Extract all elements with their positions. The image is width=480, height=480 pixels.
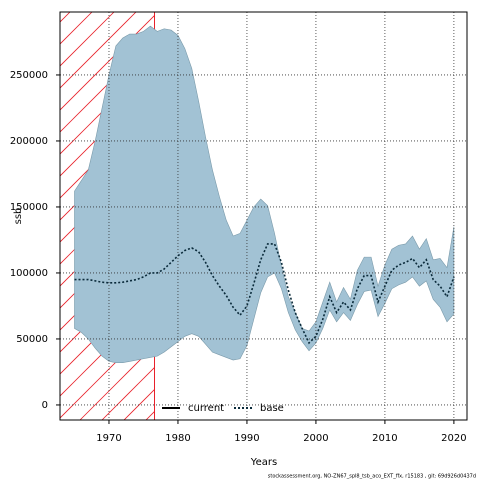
y-tick-label: 150000 bbox=[10, 202, 48, 213]
hatch-line bbox=[60, 14, 155, 111]
y-tick-label: 250000 bbox=[10, 70, 48, 81]
x-tick-label: 2020 bbox=[441, 433, 466, 444]
hatch-line bbox=[322, 12, 480, 420]
legend-label: base bbox=[260, 403, 284, 414]
x-tick-label: 1970 bbox=[96, 433, 121, 444]
hatch-line bbox=[60, 12, 137, 89]
x-tick-label: 1980 bbox=[165, 433, 190, 444]
hatch-line bbox=[278, 12, 480, 420]
hatch-line bbox=[410, 12, 480, 420]
x-tick-label: 2000 bbox=[303, 433, 328, 444]
x-axis-label: Years bbox=[250, 457, 277, 468]
hatch-line bbox=[432, 12, 480, 420]
hatch-line bbox=[366, 12, 480, 420]
hatch-line bbox=[300, 12, 480, 420]
y-axis-label: ssb bbox=[13, 208, 24, 225]
x-tick-label: 2010 bbox=[372, 433, 397, 444]
hatch-line bbox=[60, 278, 155, 375]
hatch-line bbox=[60, 124, 155, 221]
y-tick-label: 100000 bbox=[10, 268, 48, 279]
hatch-line bbox=[476, 12, 480, 420]
series-line bbox=[74, 243, 455, 345]
hatch-line bbox=[256, 12, 480, 420]
y-tick-label: 0 bbox=[42, 400, 48, 411]
hatch-line bbox=[344, 12, 480, 420]
footer: stockassessment.org, NO-ZN67_spl8_tsb_ac… bbox=[268, 474, 476, 480]
confidence-band bbox=[74, 25, 455, 364]
hatch-line bbox=[234, 12, 480, 420]
plot-frame bbox=[59, 11, 468, 421]
y-tick-label: 50000 bbox=[16, 334, 48, 345]
y-tick-label: 200000 bbox=[10, 136, 48, 147]
x-tick-label: 1990 bbox=[234, 433, 259, 444]
hatch-line bbox=[388, 12, 480, 420]
legend-label: current bbox=[188, 403, 224, 414]
